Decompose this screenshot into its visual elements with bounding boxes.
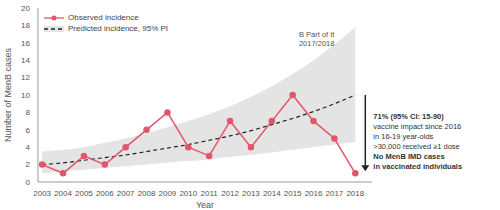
html-text:No MenB IMD cases: No MenB IMD cases <box>373 152 445 161</box>
svg-text:2016: 2016 <box>305 189 323 198</box>
html-text:2017/2018: 2017/2018 <box>298 38 335 48</box>
svg-text:2009: 2009 <box>159 189 177 198</box>
html-text:71% (95% CI: 15-90): 71% (95% CI: 15-90) <box>373 112 444 121</box>
svg-text:2: 2 <box>26 160 31 169</box>
svg-text:2018: 2018 <box>346 189 364 198</box>
svg-text:2006: 2006 <box>96 189 114 198</box>
svg-text:2013: 2013 <box>242 189 260 198</box>
svg-text:2012: 2012 <box>221 189 239 198</box>
html-text:Predicted incidence, 95% PI: Predicted incidence, 95% PI <box>68 24 169 33</box>
svg-text:Year: Year <box>196 200 214 210</box>
html-text:>30,000 received ≥1 dose: >30,000 received ≥1 dose <box>373 142 460 151</box>
svg-text:4: 4 <box>26 143 31 152</box>
svg-text:2014: 2014 <box>263 189 281 198</box>
svg-text:18: 18 <box>21 21 30 30</box>
svg-text:2003: 2003 <box>33 189 51 198</box>
svg-text:2011: 2011 <box>201 189 219 198</box>
svg-text:Number of MenB cases: Number of MenB cases <box>8 47 13 142</box>
svg-text:2004: 2004 <box>54 189 72 198</box>
svg-text:2017: 2017 <box>326 189 344 198</box>
svg-text:2015: 2015 <box>284 189 302 198</box>
svg-text:16: 16 <box>21 39 30 48</box>
html-text:in 16-19 year-olds: in 16-19 year-olds <box>373 132 434 141</box>
svg-text:20: 20 <box>21 4 30 13</box>
svg-text:14: 14 <box>21 56 30 65</box>
svg-text:8: 8 <box>26 108 31 117</box>
html-text:in vaccinated individuals: in vaccinated individuals <box>373 162 463 171</box>
html-text:Observed incidence: Observed incidence <box>68 13 139 22</box>
svg-text:2005: 2005 <box>75 189 93 198</box>
svg-text:2008: 2008 <box>138 189 156 198</box>
svg-text:6: 6 <box>26 126 31 135</box>
svg-text:0: 0 <box>26 178 31 187</box>
html-text:vaccine impact since 2016: vaccine impact since 2016 <box>373 122 462 131</box>
svg-text:10: 10 <box>21 91 30 100</box>
svg-text:12: 12 <box>21 73 30 82</box>
html-text:B Part of It: B Part of It <box>298 29 335 39</box>
svg-text:2007: 2007 <box>117 189 135 198</box>
svg-text:2010: 2010 <box>179 189 197 198</box>
